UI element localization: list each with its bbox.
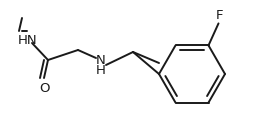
Text: O: O [39, 81, 49, 94]
Text: H: H [96, 64, 106, 77]
Text: F: F [216, 9, 223, 22]
Text: N: N [96, 53, 106, 67]
Text: HN: HN [18, 34, 38, 48]
